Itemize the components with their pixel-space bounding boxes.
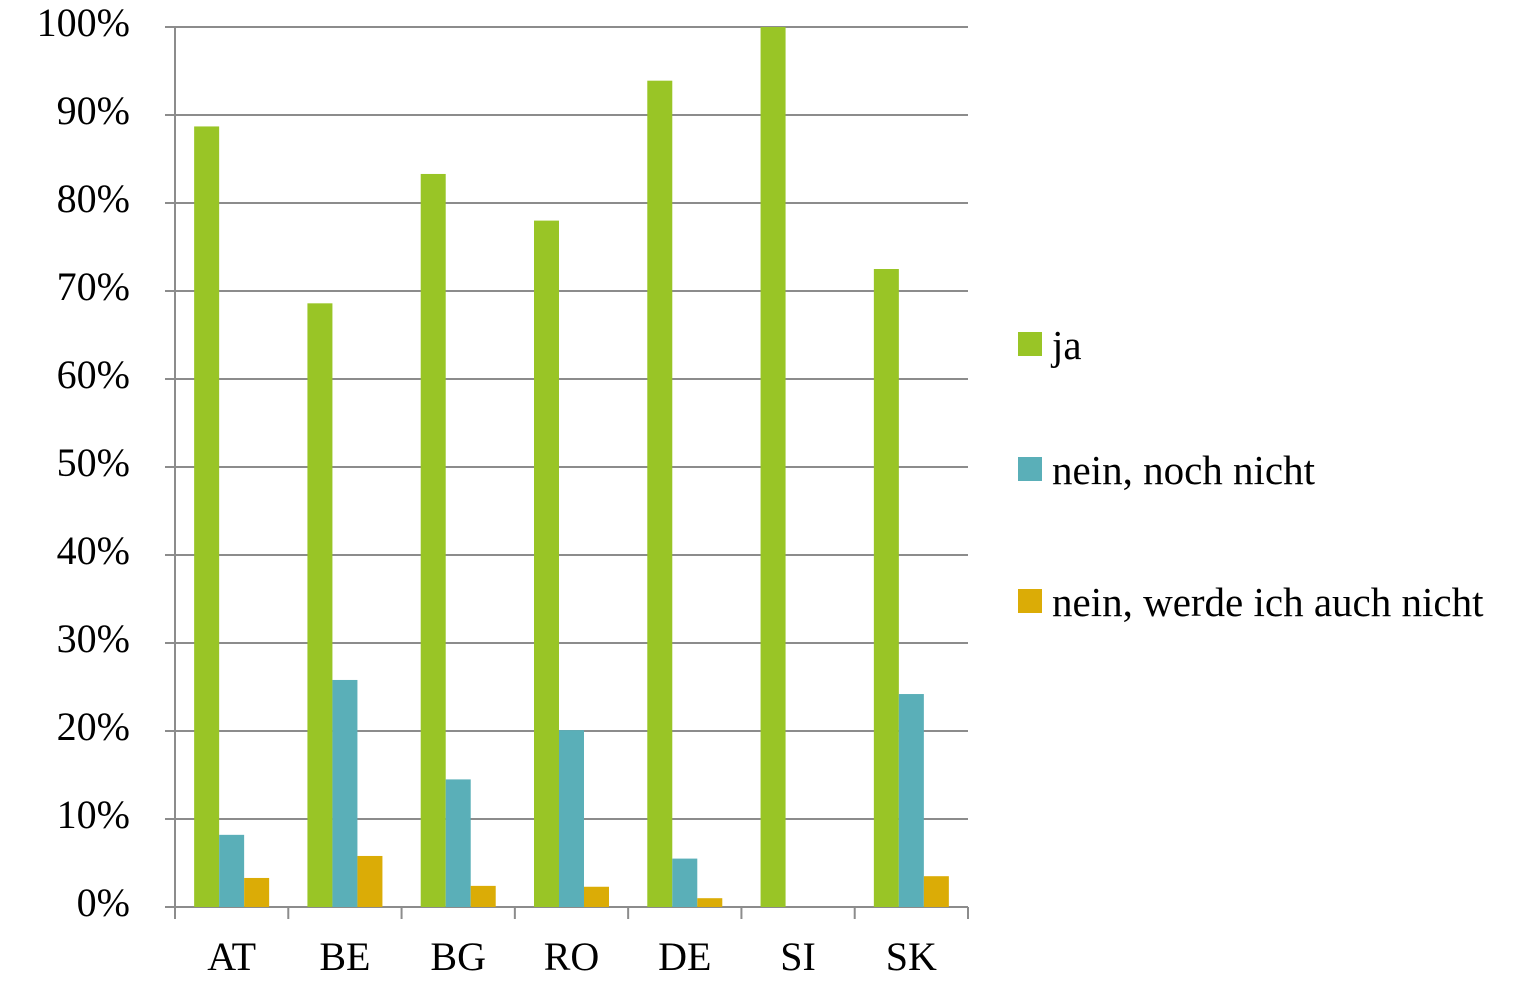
- x-tick-label: SK: [886, 934, 937, 979]
- bar: [898, 694, 924, 907]
- x-tick-label: DE: [658, 934, 711, 979]
- bar: [697, 898, 723, 907]
- legend-label: nein, werde ich auch nicht: [1052, 579, 1484, 625]
- y-tick-label: 60%: [57, 352, 130, 397]
- bar: [470, 885, 496, 907]
- bar: [357, 855, 383, 907]
- y-tick-label: 70%: [57, 264, 130, 309]
- y-tick-label: 30%: [57, 616, 130, 661]
- legend-item: nein, werde ich auch nicht: [1018, 577, 1507, 627]
- y-tick-label: 90%: [57, 88, 130, 133]
- x-tick-label: BG: [430, 934, 486, 979]
- bar: [873, 269, 899, 907]
- bar: [584, 886, 609, 907]
- y-tick-label: 20%: [57, 704, 130, 749]
- legend-label: ja: [1052, 322, 1082, 368]
- x-tick-label: BE: [319, 934, 370, 979]
- y-tick-label: 10%: [57, 792, 130, 837]
- y-tick-label: 0%: [77, 880, 130, 925]
- y-tick-label: 50%: [57, 440, 130, 485]
- x-tick-label: AT: [207, 934, 256, 979]
- bar: [559, 730, 584, 907]
- legend-swatch: [1018, 589, 1042, 613]
- bar: [534, 220, 559, 908]
- bar: [244, 877, 270, 907]
- bar: [307, 303, 333, 907]
- bar: [445, 779, 471, 907]
- bar: [194, 126, 220, 907]
- legend-swatch: [1018, 332, 1042, 356]
- bar: [672, 858, 698, 907]
- y-tick-label: 100%: [37, 0, 130, 45]
- bar: [923, 876, 949, 907]
- bar: [219, 834, 245, 907]
- x-tick-label: SI: [780, 934, 816, 979]
- legend-swatch: [1018, 457, 1042, 481]
- bar: [647, 80, 673, 908]
- y-tick-label: 80%: [57, 176, 130, 221]
- x-tick-label: RO: [544, 934, 600, 979]
- bar: [420, 173, 446, 907]
- y-tick-label: 40%: [57, 528, 130, 573]
- bar: [332, 679, 358, 907]
- legend-label: nein, noch nicht: [1052, 447, 1316, 493]
- bar: [760, 27, 786, 907]
- legend-item: ja: [1018, 320, 1507, 370]
- legend-item: nein, noch nicht: [1018, 445, 1507, 495]
